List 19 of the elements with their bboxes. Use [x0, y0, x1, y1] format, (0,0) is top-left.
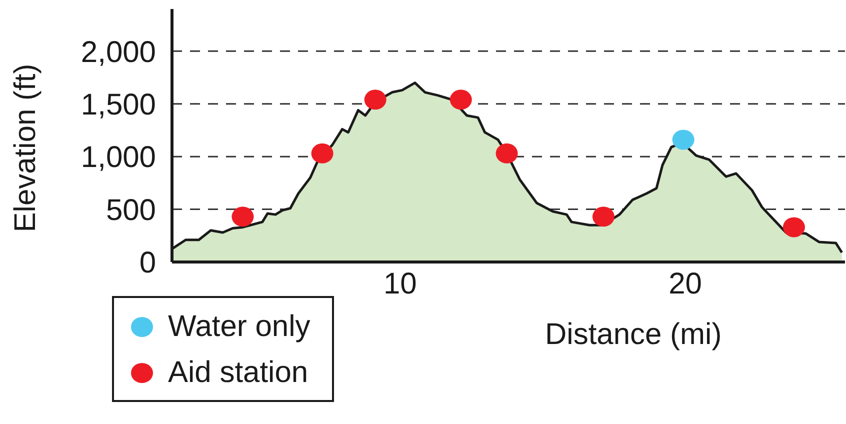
- point: [450, 90, 472, 110]
- legend-label: Water only: [168, 310, 310, 344]
- y-tick-label: 1,500: [80, 88, 156, 122]
- point: [782, 217, 805, 238]
- point: [364, 90, 386, 110]
- point: [232, 206, 254, 227]
- y-tick-label: 1,000: [80, 141, 156, 174]
- x-axis-title: Distance (mi): [545, 318, 722, 352]
- y-tick-label: 500: [106, 194, 156, 227]
- x-tick-label: 20: [668, 267, 702, 300]
- y-tick-label: 0: [139, 246, 156, 280]
- x-tick-label: 10: [383, 267, 417, 300]
- y-tick-label: 2,000: [80, 36, 156, 69]
- legend-label: Aid station: [168, 356, 308, 390]
- point: [311, 143, 334, 164]
- point: [496, 143, 518, 164]
- point: [672, 130, 694, 150]
- point: [592, 206, 614, 227]
- y-axis-title: Elevation (ft): [9, 64, 43, 232]
